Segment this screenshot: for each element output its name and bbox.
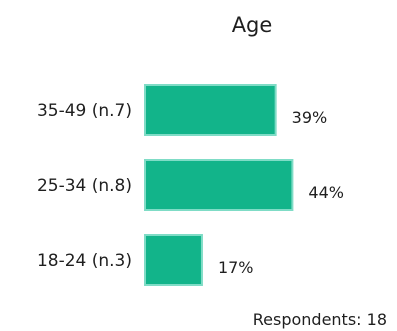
respondents-count: Respondents: 18 [253,310,387,329]
bar [144,159,294,211]
bar [144,84,277,136]
bars-group: 35-49 (n.7) 39% 25-34 (n.8) 44% 18-24 (n.3) 1… [37,84,344,286]
value-label: 44% [308,183,344,202]
category-label: 18-24 (n.3) [37,251,132,271]
value-label: 17% [218,258,254,277]
chart-title: Age [232,13,273,37]
bar [144,234,203,286]
category-label: 25-34 (n.8) [37,176,132,196]
category-label: 35-49 (n.7) [37,101,132,121]
value-label: 39% [292,108,328,127]
